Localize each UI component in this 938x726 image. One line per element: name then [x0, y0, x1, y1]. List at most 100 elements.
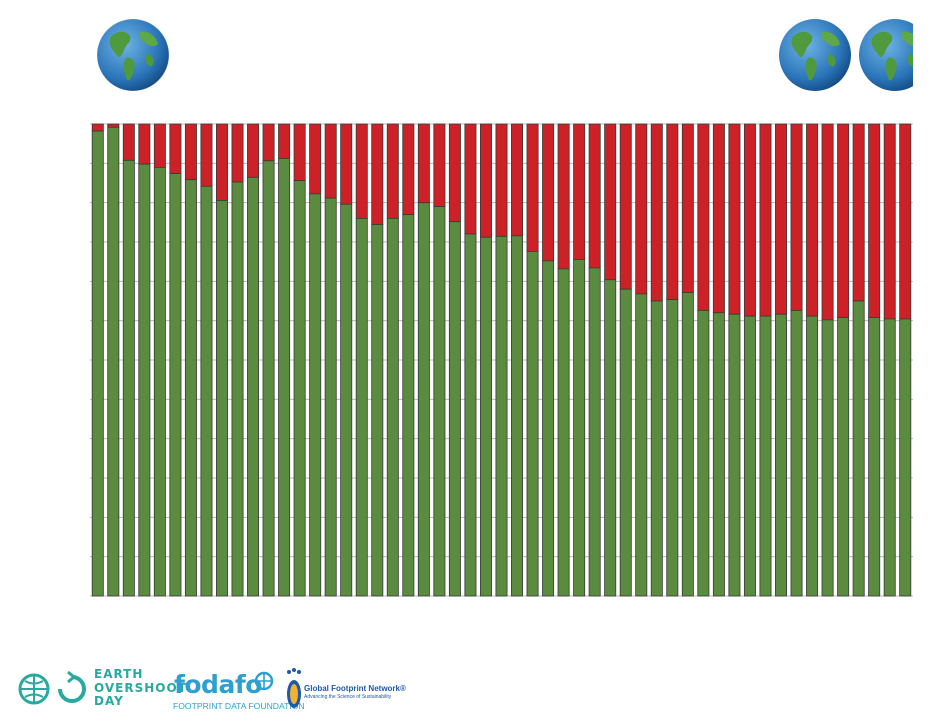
bar-segment-red [697, 123, 710, 311]
bar-segment-green [433, 206, 446, 597]
bar-segment-green [355, 217, 368, 597]
bar-segment-red [557, 123, 570, 270]
bar-segment-red [216, 123, 228, 201]
bar-segment-green [604, 279, 617, 597]
sponsor-logos: EARTH OVERSHOOT DAY fodafo FOOTPRINT DAT… [16, 664, 416, 714]
bar-segment-red [448, 123, 461, 223]
earth-overshoot-day-logo-text: EARTH OVERSHOOT DAY [94, 667, 187, 708]
fodafo-globe-icon [254, 671, 274, 691]
bar-segment-red [666, 123, 679, 300]
bar-segment-red [184, 123, 197, 181]
bar-segment-green [417, 202, 430, 597]
bar-segment-green [153, 167, 166, 597]
bar-segment-red [293, 123, 306, 182]
bar-segment-green [712, 312, 725, 597]
bar-segment-green [573, 259, 586, 597]
bar-segment-red [868, 123, 881, 318]
bar-segment-red [479, 123, 492, 238]
bar-segment-green [247, 176, 260, 597]
bar-segment-green [868, 317, 881, 597]
bar-segment-green [448, 221, 461, 597]
bar-segment-green [107, 126, 120, 597]
bar-segment-red [309, 123, 322, 195]
bar-segment-red [526, 123, 539, 252]
bar-segment-green [557, 268, 570, 597]
bar-segment-green [262, 160, 275, 597]
bar-segment-green [899, 318, 912, 597]
bar-segment-red [619, 123, 632, 290]
bar-segment-green [169, 173, 182, 597]
bar-segment-green [371, 224, 384, 597]
bar-segment-green [852, 300, 865, 597]
bar-segment-red [200, 123, 213, 187]
earth-globe-icon-graphic [779, 19, 851, 91]
bar-segment-red [573, 123, 586, 260]
bar-segment-green [138, 163, 151, 597]
bar-segment-red [417, 123, 430, 204]
bar-segment-red [728, 123, 741, 315]
bar-segment-green [806, 315, 819, 597]
bar-segment-green [526, 251, 539, 597]
bar-segment-red [324, 123, 337, 199]
bar-segment-red [247, 123, 260, 178]
bar-segment-green [324, 197, 337, 597]
bar-segment-green [588, 267, 601, 597]
bar-segment-red [495, 123, 508, 237]
bar-segment-green [837, 317, 850, 597]
bar-segment-green [635, 293, 648, 597]
bar-segment-red [837, 123, 850, 318]
bar-segment-red [402, 123, 415, 216]
bar-segment-red [169, 123, 182, 174]
bar-segment-red [821, 123, 834, 321]
bar-segment-green [386, 217, 399, 597]
earth-overshoot-day-logo-icon [18, 670, 86, 705]
bar-segment-green [464, 233, 477, 597]
bar-segment-green [619, 288, 632, 597]
bar-segment-green [293, 180, 306, 597]
bar-segment-green [479, 236, 492, 597]
bar-segment-green [200, 185, 213, 597]
bar-segment-red [775, 123, 787, 315]
bar-segment-green [278, 158, 291, 597]
bar-segment-green [821, 319, 834, 597]
bar-segment-red [759, 123, 772, 317]
bar-segment-red [107, 123, 120, 128]
bar-segment-green [511, 235, 524, 597]
bar-segment-red [122, 123, 135, 161]
bar-segment-green [495, 235, 508, 597]
bar-segment-red [588, 123, 601, 269]
bar-segment-red [386, 123, 399, 219]
bar-segment-red [433, 123, 446, 207]
bar-segment-red [790, 123, 803, 311]
bar-segment-red [464, 123, 477, 235]
gfn-logo-subtitle: Advancing the Science of Sustainability [304, 694, 392, 700]
bar-segment-green [122, 159, 135, 597]
footprint-icon [287, 668, 301, 708]
bar-segment-red [278, 123, 291, 159]
bar-segment-red [635, 123, 648, 295]
bar-segment-green [681, 292, 694, 597]
earth-globe-icon [96, 18, 170, 92]
bar-segment-red [138, 123, 151, 165]
bar-segment-red [681, 123, 694, 293]
bar-segment-red [371, 123, 384, 225]
bar-segment-red [511, 123, 524, 237]
bar-segment-red [262, 123, 275, 162]
bar-segment-green [402, 214, 415, 597]
bar-segment-green [728, 313, 741, 597]
bar-segment-red [712, 123, 725, 314]
gfn-logo-title: Global Footprint Network® [304, 684, 406, 693]
bar-segment-red [340, 123, 353, 205]
bar-segment-red [650, 123, 663, 302]
bar-segment-red [91, 123, 104, 132]
bar-segment-green [216, 200, 228, 597]
bar-segment-green [697, 310, 710, 597]
bar-segment-red [542, 123, 555, 262]
earth-globe-icon-graphic [96, 18, 170, 92]
bar-segment-red [883, 123, 896, 320]
bar-segment-red [899, 123, 912, 320]
bar-segment-green [775, 313, 787, 597]
bar-segment-red [355, 123, 368, 219]
bar-segment-green [184, 179, 197, 597]
bar-segment-green [91, 130, 104, 597]
